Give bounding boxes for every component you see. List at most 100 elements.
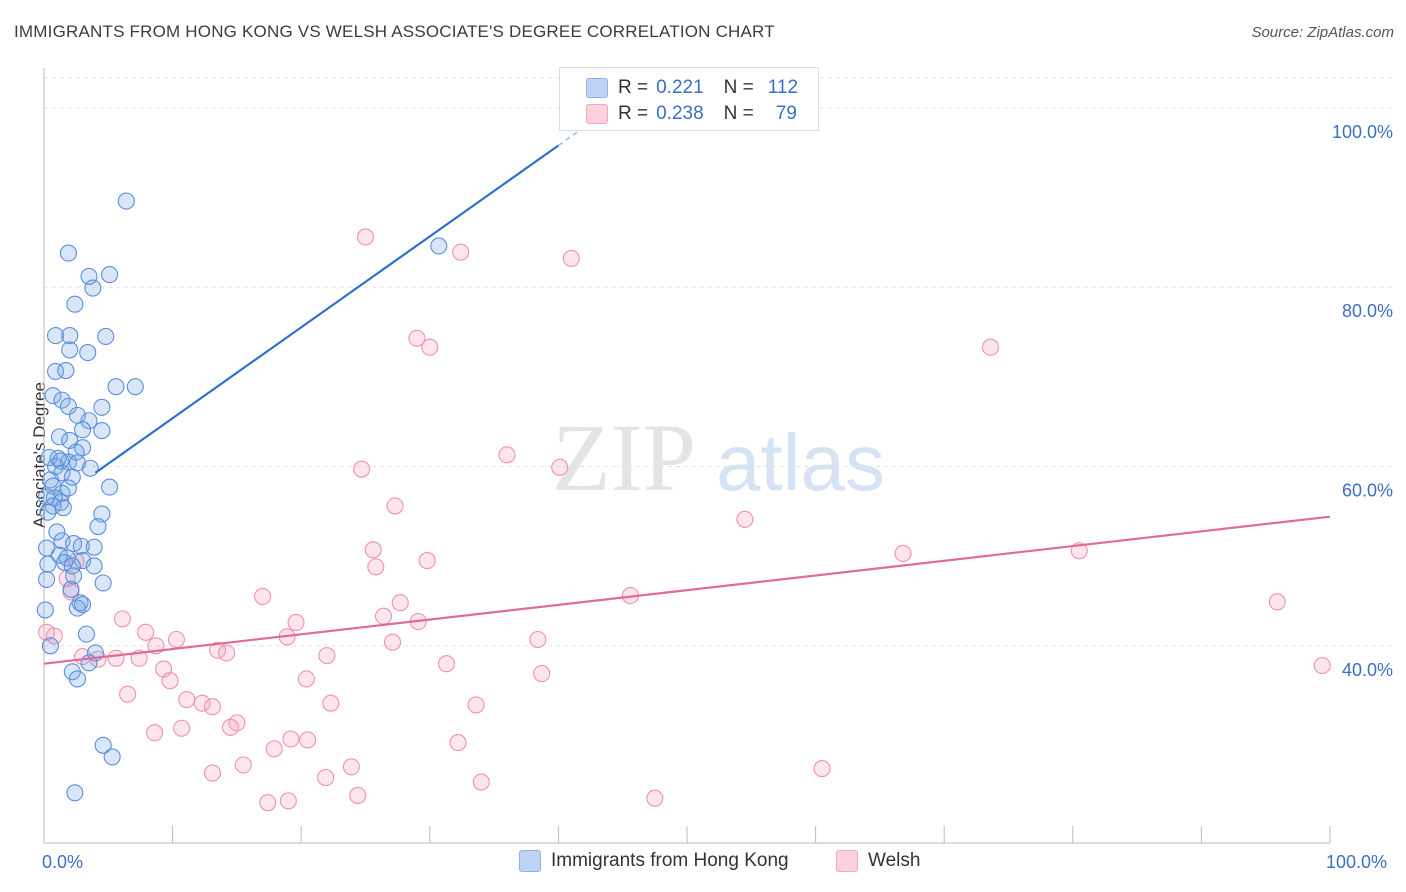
welsh-point	[38, 623, 56, 641]
welsh-point	[113, 610, 131, 628]
hong-kong-point	[84, 279, 102, 297]
hong-kong-trend-line	[94, 144, 560, 474]
welsh-point	[161, 672, 179, 690]
welsh-point	[178, 691, 196, 709]
hong-kong-point	[68, 670, 86, 688]
welsh-point	[279, 792, 297, 810]
hong-kong-point	[39, 503, 57, 521]
hong-kong-point	[66, 295, 84, 313]
hong-kong-point	[36, 601, 54, 619]
watermark-atlas: atlas	[716, 418, 885, 507]
hong-kong-point	[54, 499, 72, 517]
welsh-point	[646, 789, 664, 807]
hong-kong-point	[103, 748, 121, 766]
hong-kong-point	[81, 459, 99, 477]
welsh-point	[254, 587, 272, 606]
y-tick-label: 60.0%	[1342, 480, 1393, 500]
welsh-point	[529, 630, 547, 649]
hong-kong-point	[101, 478, 119, 496]
welsh-point	[894, 544, 912, 562]
welsh-point	[349, 786, 367, 805]
hong-kong-point	[59, 397, 77, 415]
legend-r-value: 0.238	[656, 103, 704, 124]
watermark-zip: ZIP	[552, 404, 696, 511]
hong-kong-point	[50, 428, 68, 446]
hong-kong-point	[80, 412, 98, 430]
hong-kong-point	[430, 237, 448, 255]
x-tick-label-min: 0.0%	[42, 852, 84, 872]
welsh-point	[472, 773, 490, 791]
hong-kong-point	[85, 538, 103, 556]
welsh-point	[342, 758, 360, 776]
hong-kong-point	[68, 454, 86, 472]
welsh-point	[421, 338, 439, 356]
hong-kong-point	[126, 378, 144, 396]
welsh-point	[356, 228, 375, 246]
legend-row-hong-kong: R = 0.221 N = 112	[586, 76, 799, 100]
welsh-point	[259, 794, 277, 812]
chart-title: IMMIGRANTS FROM HONG KONG VS WELSH ASSOC…	[14, 22, 775, 41]
welsh-point	[317, 769, 335, 787]
legend-r-label: R =	[618, 77, 649, 98]
welsh-point	[449, 734, 467, 752]
welsh-point	[418, 552, 436, 570]
welsh-point	[391, 594, 409, 612]
welsh-point	[107, 649, 125, 667]
legend-label-hong-kong: Immigrants from Hong Kong	[551, 850, 789, 871]
hong-kong-point	[39, 555, 57, 573]
hong-kong-point	[44, 387, 62, 405]
hong-kong-point	[66, 784, 84, 802]
welsh-point	[551, 458, 569, 476]
legend-r-value: 0.221	[656, 77, 704, 98]
welsh-point	[203, 764, 222, 782]
hong-kong-points	[36, 192, 448, 802]
welsh-point	[736, 510, 754, 528]
welsh-point	[287, 613, 305, 632]
welsh-point	[265, 740, 283, 758]
hong-kong-point	[74, 421, 92, 439]
hong-kong-point	[85, 557, 103, 575]
hong-kong-point	[93, 422, 111, 440]
legend-r-label: R =	[618, 103, 649, 124]
welsh-point	[383, 633, 402, 651]
welsh-point	[221, 718, 240, 736]
welsh-point	[452, 243, 470, 261]
hong-kong-point	[48, 523, 66, 541]
welsh-point	[1313, 656, 1331, 675]
legend-n-value: 79	[775, 103, 797, 124]
hong-kong-point	[93, 398, 111, 416]
hong-kong-point	[62, 580, 80, 598]
welsh-point	[203, 698, 222, 716]
hong-kong-point	[94, 736, 112, 754]
hong-kong-point	[61, 341, 79, 359]
hong-kong-point	[41, 637, 59, 655]
stats-legend: R = 0.221 N = 112 R = 0.238 N = 79	[559, 67, 819, 131]
legend-n-value: 112	[767, 77, 799, 98]
hong-kong-point	[107, 378, 125, 396]
axes	[43, 68, 1331, 844]
trend-lines	[43, 90, 1331, 665]
welsh-points	[38, 228, 1331, 812]
legend-label-welsh: Welsh	[868, 850, 921, 871]
welsh-point	[299, 731, 317, 749]
welsh-point	[498, 446, 516, 464]
hong-kong-point	[38, 570, 56, 588]
hong-kong-point	[89, 517, 107, 536]
welsh-point	[467, 696, 485, 714]
legend-swatch-pink	[836, 850, 858, 872]
welsh-point	[386, 497, 404, 515]
hong-kong-point	[53, 391, 71, 409]
hong-kong-point	[94, 574, 112, 592]
hong-kong-point	[61, 327, 79, 345]
hong-kong-point	[49, 449, 67, 467]
welsh-point	[364, 541, 382, 559]
welsh-point	[218, 644, 236, 662]
hong-kong-point	[59, 244, 77, 262]
welsh-point	[408, 329, 426, 347]
hong-kong-point	[68, 599, 86, 617]
welsh-point	[173, 719, 191, 737]
welsh-trend-line	[43, 515, 1331, 665]
welsh-point	[193, 694, 211, 712]
hong-kong-point	[57, 361, 75, 380]
welsh-point	[1268, 593, 1286, 611]
